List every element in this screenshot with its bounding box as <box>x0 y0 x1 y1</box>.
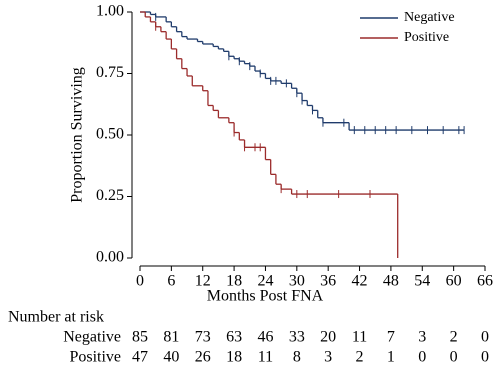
y-tick-label: 1.00 <box>96 3 124 20</box>
risk-count: 11 <box>352 329 367 346</box>
x-tick-label: 24 <box>257 273 273 290</box>
y-tick-label: 0.25 <box>96 187 124 204</box>
risk-count: 2 <box>450 329 458 346</box>
x-tick-label: 12 <box>195 273 211 290</box>
legend-label: Positive <box>404 30 449 45</box>
risk-row-label: Positive <box>69 349 121 366</box>
risk-table-title: Number at risk <box>8 309 104 326</box>
risk-count: 18 <box>226 349 242 366</box>
risk-row-label: Negative <box>63 329 121 346</box>
x-tick-label: 36 <box>320 273 336 290</box>
x-tick-label: 48 <box>383 273 399 290</box>
x-tick-label: 42 <box>352 273 368 290</box>
risk-count: 40 <box>163 349 179 366</box>
risk-count: 0 <box>481 329 489 346</box>
risk-count: 81 <box>163 329 179 346</box>
y-tick-label: 0.50 <box>96 126 124 143</box>
risk-count: 3 <box>324 349 332 366</box>
y-tick-label: 0.75 <box>96 64 124 81</box>
risk-count: 7 <box>387 329 395 346</box>
x-tick-label: 60 <box>446 273 462 290</box>
risk-count: 73 <box>195 329 211 346</box>
risk-count: 46 <box>257 329 273 346</box>
risk-count: 33 <box>289 329 305 346</box>
x-tick-label: 54 <box>414 273 430 290</box>
x-axis-label: Months Post FNA <box>207 288 324 305</box>
risk-count: 47 <box>132 349 148 366</box>
x-tick-label: 66 <box>477 273 493 290</box>
x-tick-label: 6 <box>167 273 175 290</box>
risk-count: 20 <box>320 329 336 346</box>
risk-count: 2 <box>356 349 364 366</box>
risk-count: 3 <box>418 329 426 346</box>
x-tick-label: 30 <box>289 273 305 290</box>
risk-count: 8 <box>293 349 301 366</box>
legend-label: Negative <box>404 10 455 25</box>
risk-count: 0 <box>481 349 489 366</box>
y-axis-label: Proportion Surviving <box>69 67 86 203</box>
x-tick-label: 18 <box>226 273 242 290</box>
risk-count: 26 <box>195 349 211 366</box>
risk-count: 85 <box>132 329 148 346</box>
risk-count: 1 <box>387 349 395 366</box>
risk-count: 63 <box>226 329 242 346</box>
risk-count: 0 <box>450 349 458 366</box>
risk-count: 11 <box>258 349 273 366</box>
y-tick-label: 0.00 <box>96 249 124 266</box>
risk-count: 0 <box>418 349 426 366</box>
x-tick-label: 0 <box>136 273 144 290</box>
